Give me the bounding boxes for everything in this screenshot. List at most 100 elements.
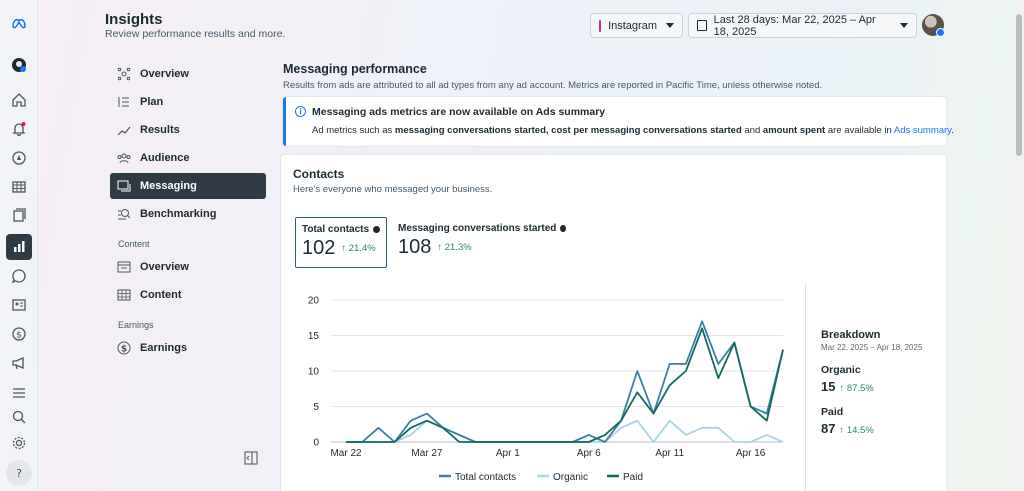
plan-icon — [116, 94, 132, 110]
y-tick-label: 20 — [308, 296, 320, 307]
collapse-sidebar-icon[interactable] — [244, 451, 258, 465]
menu-icon[interactable] — [6, 380, 32, 406]
account-selector-label: Instagram — [608, 19, 657, 32]
section-title: Messaging performance — [283, 62, 427, 76]
legend-label: Total contacts — [455, 472, 516, 483]
help-icon[interactable]: ? — [6, 460, 32, 486]
nav-item-audience[interactable]: Audience — [110, 145, 266, 171]
settings-gear-icon[interactable] — [6, 430, 32, 456]
content-overview-icon — [116, 259, 132, 275]
metric-conversations-started[interactable]: Messaging conversations started 108 ↑ 21.… — [392, 217, 572, 268]
info-icon[interactable] — [373, 226, 380, 233]
scrollbar[interactable] — [1014, 0, 1024, 491]
notice-title: Messaging ads metrics are now available … — [312, 106, 606, 118]
account-avatar-icon[interactable] — [6, 52, 32, 78]
x-tick-label: Apr 1 — [496, 448, 520, 459]
table-icon[interactable] — [6, 174, 32, 200]
breakdown-range: Mar 22, 2025 – Apr 18, 2025 — [821, 343, 923, 352]
page-title: Insights — [105, 11, 163, 28]
y-tick-label: 15 — [308, 331, 320, 342]
y-tick-label: 0 — [313, 438, 319, 449]
info-icon[interactable] — [560, 225, 566, 232]
scrollbar-thumb[interactable] — [1016, 14, 1022, 156]
contact-card-icon[interactable] — [6, 292, 32, 318]
x-tick-label: Mar 27 — [411, 448, 443, 459]
nav-item-messaging[interactable]: Messaging — [110, 173, 266, 199]
nav-item-label: Plan — [140, 96, 164, 108]
metric-total-contacts[interactable]: Total contacts 102 ↑ 21.4% — [295, 217, 387, 268]
paid-value: 87 — [821, 421, 836, 436]
messaging-icon — [116, 178, 132, 194]
x-tick-label: Mar 22 — [330, 448, 362, 459]
account-selector[interactable]: Instagram — [590, 13, 683, 38]
nav-item-label: Audience — [140, 152, 190, 164]
nav-section-content: Content — [118, 239, 150, 249]
organic-label: Organic — [821, 364, 861, 376]
metric-delta: ↑ 21.3% — [437, 242, 472, 253]
date-range-selector[interactable]: Last 28 days: Mar 22, 2025 – Apr 18, 202… — [688, 13, 917, 38]
nav-item-label: Content — [140, 289, 182, 301]
x-tick-label: Apr 6 — [577, 448, 601, 459]
nav-section-earnings: Earnings — [118, 320, 154, 330]
page-subtitle: Review performance results and more. — [105, 28, 286, 40]
dollar-circle-icon[interactable]: $ — [6, 321, 32, 347]
meta-logo-icon[interactable] — [6, 10, 32, 36]
contacts-card: Contacts Here's everyone who messaged yo… — [281, 155, 946, 491]
svg-text:?: ? — [16, 467, 22, 480]
chevron-down-icon — [666, 23, 674, 28]
left-rail: $ ? — [0, 0, 38, 491]
notifications-icon[interactable] — [6, 116, 32, 142]
legend-label: Paid — [623, 472, 643, 483]
nav-item-label: Overview — [140, 261, 189, 273]
calendar-icon — [697, 20, 707, 31]
home-icon[interactable] — [6, 87, 32, 113]
megaphone-icon[interactable] — [6, 350, 32, 376]
nav-item-label: Earnings — [140, 342, 188, 354]
contacts-subtitle: Here's everyone who messaged your busine… — [293, 184, 493, 195]
metric-label: Messaging conversations started — [398, 223, 557, 234]
notice-body: Ad metrics such as messaging conversatio… — [312, 125, 954, 136]
x-tick-label: Apr 16 — [736, 448, 766, 459]
pages-icon[interactable] — [6, 203, 32, 229]
y-tick-label: 5 — [313, 402, 319, 413]
compass-icon[interactable] — [6, 145, 32, 171]
organic-value: 15 — [821, 379, 836, 394]
instagram-icon — [599, 19, 602, 32]
nav-item-plan[interactable]: Plan — [110, 89, 266, 115]
metric-value: 108 — [398, 236, 432, 258]
metric-value: 102 — [302, 237, 336, 259]
breakdown-title: Breakdown — [821, 329, 881, 341]
content-grid-icon — [116, 287, 132, 303]
x-tick-label: Apr 11 — [655, 448, 684, 459]
results-icon — [116, 122, 132, 138]
insights-chart-icon[interactable] — [6, 234, 32, 260]
nav-item-label: Results — [140, 124, 180, 136]
contacts-line-chart: 0 5 10 15 20 Mar 22 Mar 27 Apr 1 Apr 6 Apr 11 Apr … — [308, 296, 784, 483]
nav-item-benchmarking[interactable]: Benchmarking — [110, 201, 266, 227]
series-line-paid — [346, 327, 784, 443]
organic-value-row: 15 ↑ 87.5% — [821, 379, 922, 394]
overview-icon — [116, 66, 132, 82]
nav-item-content[interactable]: Content — [110, 282, 266, 308]
nav-item-overview[interactable]: Overview — [110, 61, 266, 87]
info-notice: i Messaging ads metrics are now availabl… — [283, 97, 954, 146]
search-icon[interactable] — [6, 404, 32, 430]
ads-summary-link[interactable]: Ads summary — [893, 125, 952, 136]
dollar-icon: $ — [116, 340, 132, 356]
facebook-badge-icon — [936, 28, 945, 37]
nav-item-label: Overview — [140, 68, 189, 80]
nav-item-content-overview[interactable]: Overview — [110, 254, 266, 280]
legend-label: Organic — [553, 472, 588, 483]
chat-icon[interactable] — [6, 263, 32, 289]
divider — [805, 283, 806, 491]
series-line-organic — [346, 419, 784, 443]
contacts-title: Contacts — [293, 167, 345, 181]
nav-item-earnings[interactable]: $ Earnings — [110, 335, 266, 361]
paid-label: Paid — [821, 406, 844, 418]
nav-item-results[interactable]: Results — [110, 117, 266, 143]
nav-item-label: Messaging — [140, 180, 197, 192]
paid-value-row: 87 ↑ 14.5% — [821, 421, 922, 436]
metric-delta: ↑ 21.4% — [341, 243, 376, 254]
nav-item-label: Benchmarking — [140, 208, 217, 220]
benchmarking-icon — [116, 206, 132, 222]
